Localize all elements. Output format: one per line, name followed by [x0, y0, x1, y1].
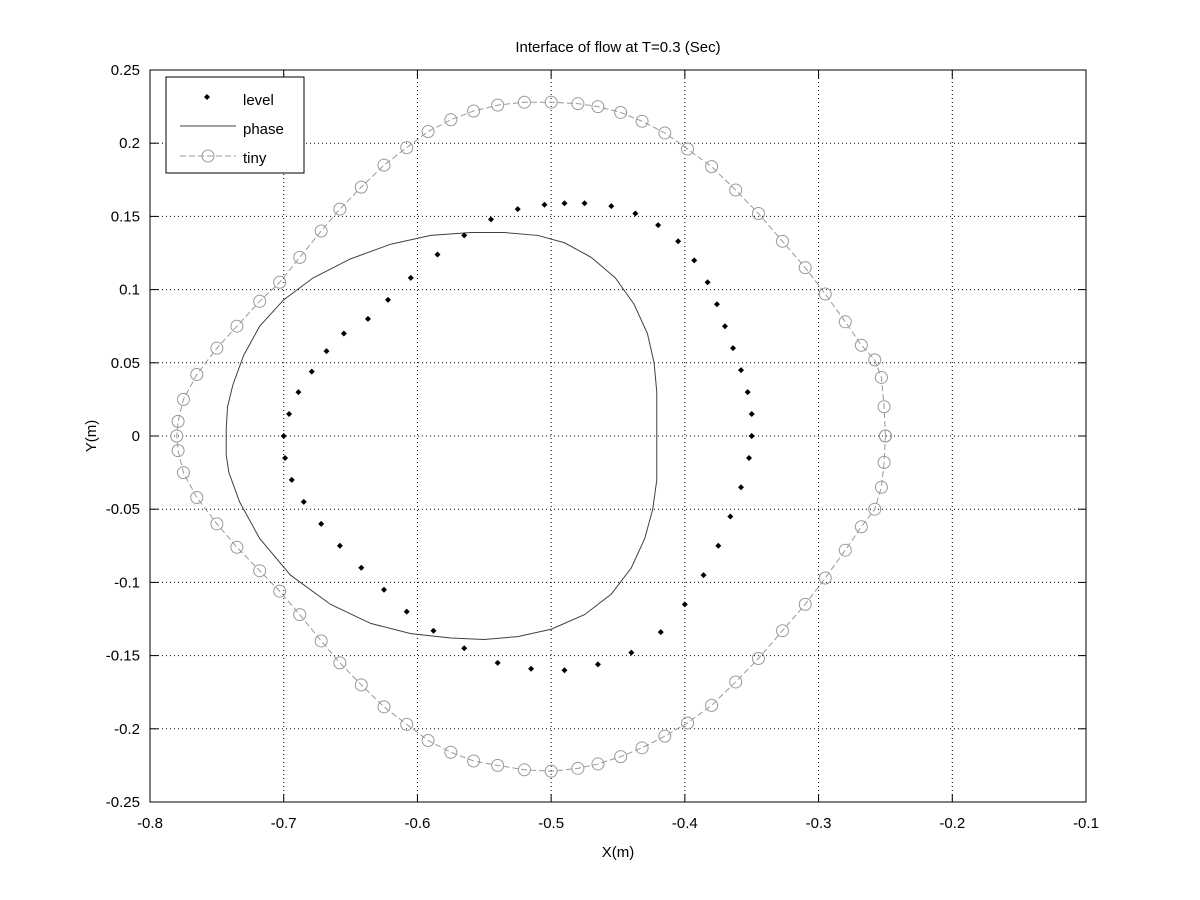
- x-tick-label: -0.3: [806, 815, 832, 832]
- legend-label-tiny: tiny: [243, 150, 267, 167]
- y-axis-label: Y(m): [83, 420, 100, 453]
- x-tick-label: -0.5: [538, 815, 564, 832]
- y-tick-label: 0.15: [111, 208, 140, 225]
- x-tick-label: -0.8: [137, 815, 163, 832]
- x-tick-label: -0.6: [404, 815, 430, 832]
- y-tick-label: -0.15: [106, 648, 140, 665]
- x-tick-label: -0.1: [1073, 815, 1099, 832]
- x-tick-label: -0.2: [939, 815, 965, 832]
- y-tick-label: 0.2: [119, 135, 140, 152]
- legend-label-phase: phase: [243, 121, 284, 138]
- x-axis-label: X(m): [602, 844, 635, 861]
- chart-title: Interface of flow at T=0.3 (Sec): [515, 39, 720, 56]
- y-tick-label: 0.1: [119, 282, 140, 299]
- x-tick-label: -0.4: [672, 815, 698, 832]
- y-tick-label: 0.05: [111, 355, 140, 372]
- x-tick-label: -0.7: [271, 815, 297, 832]
- y-tick-label: -0.1: [114, 574, 140, 591]
- y-tick-label: -0.05: [106, 501, 140, 518]
- y-tick-label: 0.25: [111, 62, 140, 79]
- legend: level phase tiny: [166, 77, 304, 173]
- legend-label-level: level: [243, 92, 274, 109]
- y-tick-label: -0.2: [114, 721, 140, 738]
- y-tick-label: 0: [132, 428, 140, 445]
- y-tick-label: -0.25: [106, 794, 140, 811]
